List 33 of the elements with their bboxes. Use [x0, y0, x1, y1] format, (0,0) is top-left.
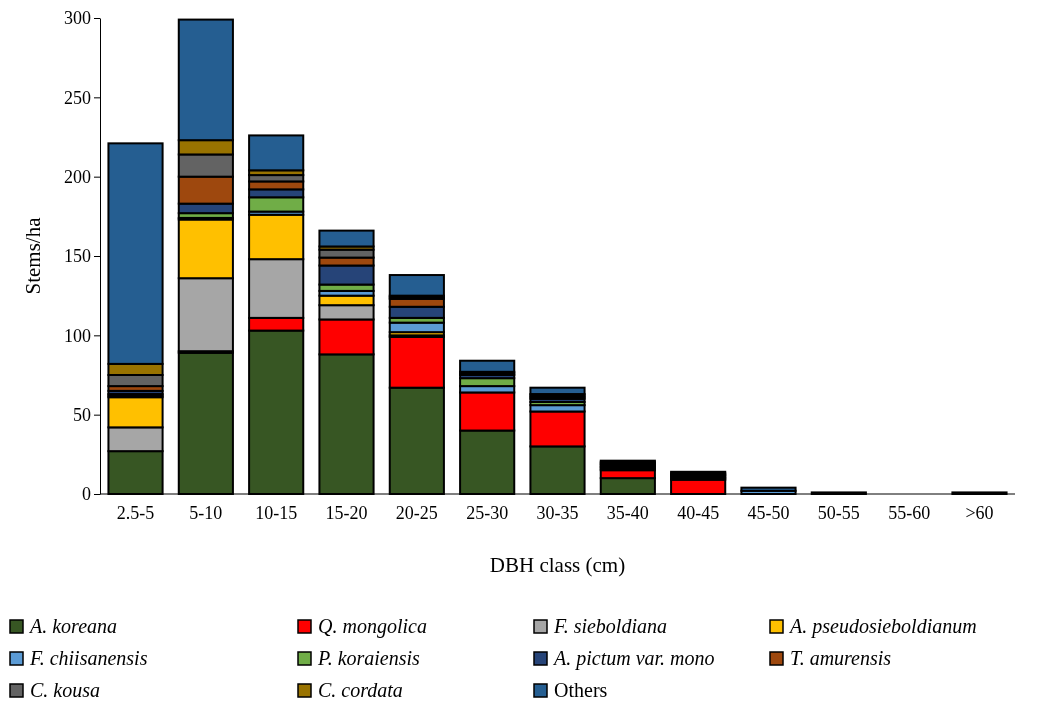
y-tick-label: 0: [82, 484, 91, 505]
x-tick-label: 50-55: [817, 502, 860, 523]
legend-label: Others: [554, 679, 608, 701]
x-tick-label: 45-50: [747, 502, 790, 523]
y-tick-label: 250: [64, 87, 91, 108]
y-tick-label: 150: [64, 246, 91, 267]
legend-label: C. cordata: [318, 679, 403, 701]
x-tick-label: 25-30: [466, 502, 509, 523]
x-tick-label: 35-40: [606, 502, 649, 523]
legend-label: F. sieboldiana: [553, 615, 667, 637]
legend-label: A. pictum var. mono: [552, 647, 715, 670]
y-tick-label: 100: [64, 325, 91, 346]
legend-label: A. pseudosieboldianum: [788, 615, 977, 638]
y-tick-label: 50: [73, 404, 91, 425]
legend-label: A. koreana: [28, 615, 118, 637]
x-tick-label: 15-20: [325, 502, 368, 523]
legend-label: T. amurensis: [790, 647, 892, 669]
x-tick-label: 20-25: [395, 502, 438, 523]
x-tick-label: 2.5-5: [116, 502, 155, 523]
x-tick-label: 30-35: [536, 502, 579, 523]
x-tick-label: >60: [965, 502, 994, 523]
x-tick-label: 10-15: [255, 502, 298, 523]
x-tick-label: 40-45: [677, 502, 720, 523]
legend-label: Q. mongolica: [318, 615, 427, 638]
x-tick-label: 5-10: [189, 502, 223, 523]
y-tick-label: 200: [64, 166, 91, 187]
legend-label: P. koraiensis: [317, 647, 421, 669]
x-tick-label: 55-60: [888, 502, 931, 523]
legend-label: F. chiisanensis: [29, 647, 148, 669]
x-axis-title: DBH class (cm): [489, 553, 626, 577]
y-axis-title: Stems/ha: [21, 216, 45, 295]
legend-label: C. kousa: [30, 679, 100, 701]
y-tick-label: 300: [64, 8, 91, 29]
